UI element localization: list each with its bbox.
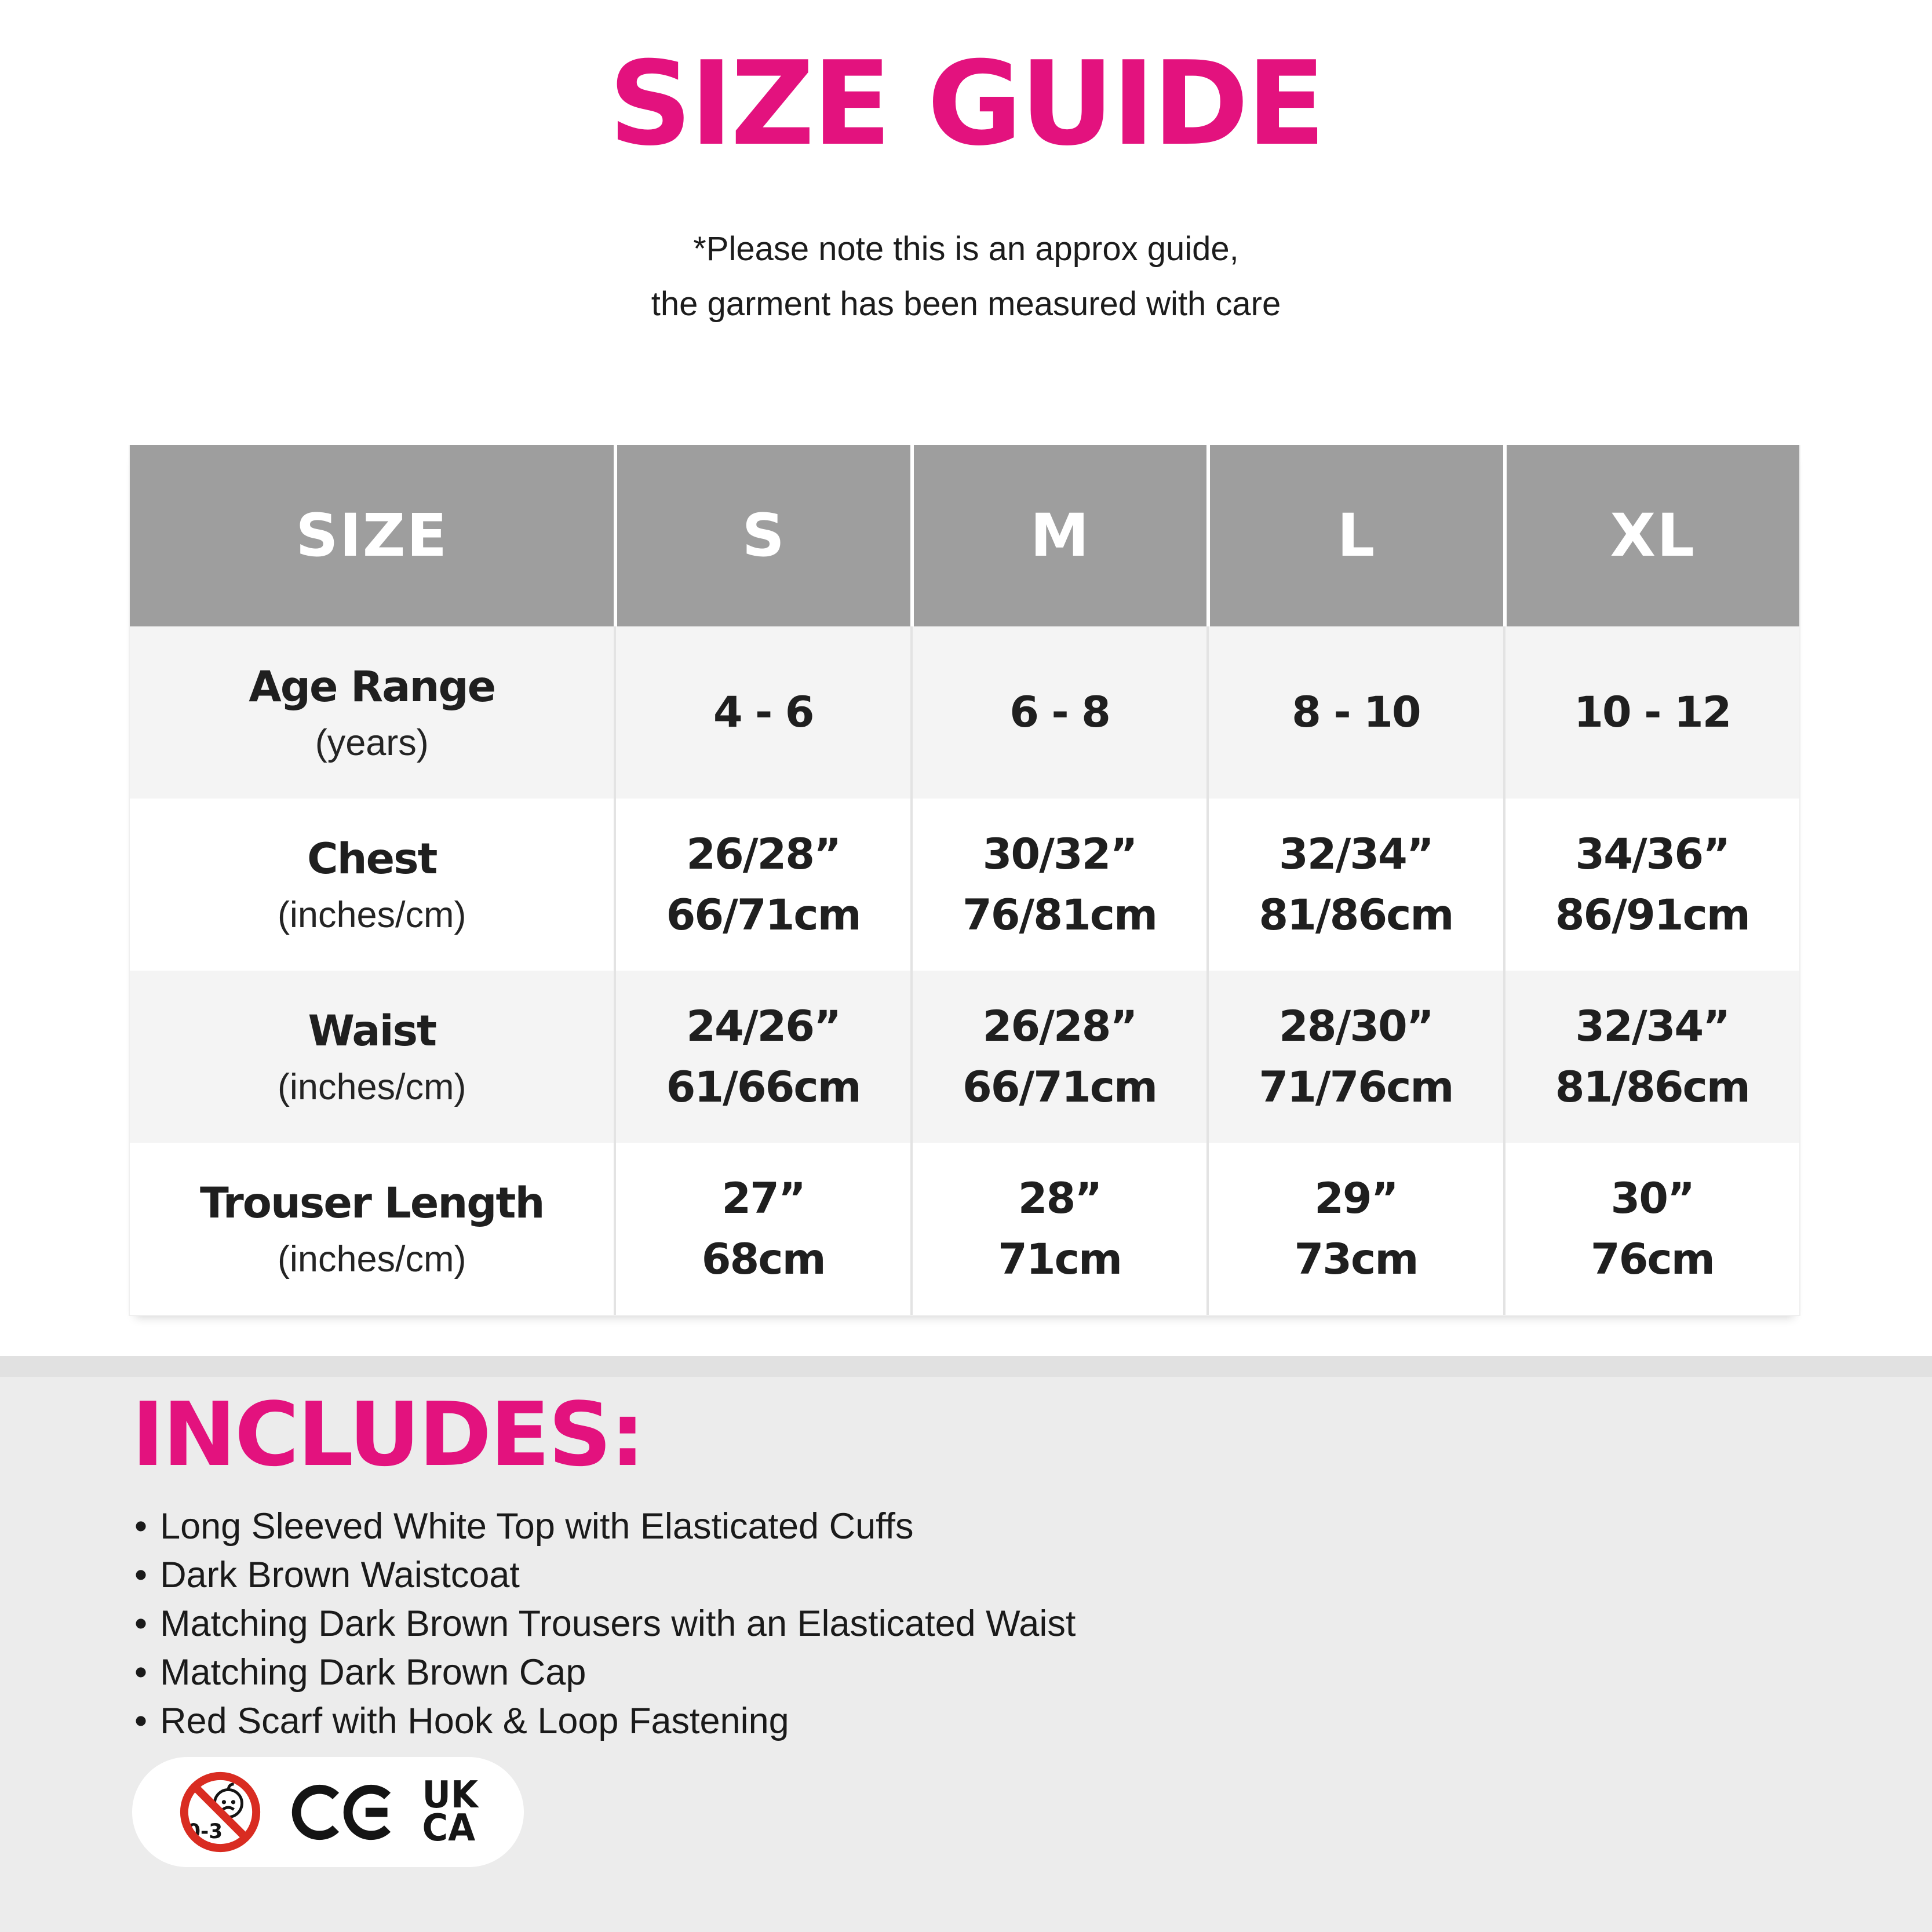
bullet-dot: • bbox=[134, 1701, 148, 1741]
table-row-age-range: Age Range (years) 4 - 6 6 - 8 8 - 10 10 … bbox=[130, 626, 1799, 799]
age-range-xl: 10 - 12 bbox=[1503, 626, 1799, 799]
table-row-waist: Waist (inches/cm) 24/26” 61/66cm 26/28” … bbox=[130, 971, 1799, 1143]
safety-badges-pill: 0-3 UK CA bbox=[132, 1757, 524, 1867]
size-table-header-row: SIZE S M L XL bbox=[130, 445, 1799, 626]
chest-l: 32/34” 81/86cm bbox=[1206, 799, 1503, 971]
waist-l: 28/30” 71/76cm bbox=[1206, 971, 1503, 1143]
bullet-dot: • bbox=[134, 1555, 148, 1595]
list-item: • Red Scarf with Hook & Loop Fastening bbox=[134, 1701, 789, 1741]
trouser-s: 27” 68cm bbox=[614, 1143, 910, 1315]
bullet-dot: • bbox=[134, 1506, 148, 1547]
age-range-l: 8 - 10 bbox=[1206, 626, 1503, 799]
table-row-trouser-length: Trouser Length (inches/cm) 27” 68cm 28” … bbox=[130, 1143, 1799, 1315]
note-line-1: *Please note this is an approx guide, bbox=[693, 230, 1239, 268]
trouser-m: 28” 71cm bbox=[910, 1143, 1206, 1315]
waist-xl: 32/34” 81/86cm bbox=[1503, 971, 1799, 1143]
ce-mark-icon bbox=[292, 1784, 391, 1840]
page-title: SIZE GUIDE bbox=[608, 37, 1325, 172]
header-cell-size: SIZE bbox=[296, 501, 449, 570]
row-unit: (inches/cm) bbox=[277, 1239, 466, 1280]
chest-s: 26/28” 66/71cm bbox=[614, 799, 910, 971]
trouser-xl: 30” 76cm bbox=[1503, 1143, 1799, 1315]
waist-s: 24/26” 61/66cm bbox=[614, 971, 910, 1143]
section-divider bbox=[0, 1356, 1932, 1377]
list-item: • Matching Dark Brown Cap bbox=[134, 1652, 586, 1693]
list-item: • Long Sleeved White Top with Elasticated… bbox=[134, 1506, 914, 1547]
includes-heading: INCLUDES: bbox=[132, 1383, 645, 1486]
list-item: • Matching Dark Brown Trousers with an El… bbox=[134, 1603, 1076, 1644]
header-cell-l: L bbox=[1206, 445, 1503, 626]
row-label: Age Range bbox=[249, 662, 496, 712]
row-unit: (years) bbox=[315, 723, 429, 763]
chest-m: 30/32” 76/81cm bbox=[910, 799, 1206, 971]
age-range-m: 6 - 8 bbox=[910, 626, 1206, 799]
header-cell-xl: XL bbox=[1503, 445, 1799, 626]
ukca-line-uk: UK bbox=[422, 1774, 478, 1817]
ukca-mark-icon: UK CA bbox=[422, 1774, 478, 1850]
not-suitable-0-3-icon: 0-3 bbox=[180, 1771, 260, 1853]
row-label: Chest bbox=[307, 834, 438, 884]
approx-guide-note: *Please note this is an approx guide, th… bbox=[0, 221, 1932, 331]
age-range-s: 4 - 6 bbox=[614, 626, 910, 799]
list-item: • Dark Brown Waistcoat bbox=[134, 1555, 520, 1595]
includes-list: • Long Sleeved White Top with Elasticated… bbox=[134, 1508, 1076, 1751]
size-table: SIZE S M L XL Age Range (years) 4 - 6 6 … bbox=[129, 445, 1800, 1316]
ukca-line-ca: CA bbox=[422, 1807, 476, 1850]
row-unit: (inches/cm) bbox=[277, 895, 466, 935]
header-cell-m: M bbox=[910, 445, 1206, 626]
note-line-2: the garment has been measured with care bbox=[651, 285, 1281, 323]
row-unit: (inches/cm) bbox=[277, 1067, 466, 1107]
bullet-dot: • bbox=[134, 1603, 148, 1644]
waist-m: 26/28” 66/71cm bbox=[910, 971, 1206, 1143]
trouser-l: 29” 73cm bbox=[1206, 1143, 1503, 1315]
chest-xl: 34/36” 86/91cm bbox=[1503, 799, 1799, 971]
row-label-cell: Chest (inches/cm) bbox=[130, 799, 614, 971]
row-label-cell: Trouser Length (inches/cm) bbox=[130, 1143, 614, 1315]
row-label: Trouser Length bbox=[200, 1179, 545, 1228]
table-row-chest: Chest (inches/cm) 26/28” 66/71cm 30/32” … bbox=[130, 799, 1799, 971]
row-label: Waist bbox=[308, 1007, 437, 1056]
header-cell-s: S bbox=[614, 445, 910, 626]
bullet-dot: • bbox=[134, 1652, 148, 1693]
row-label-cell: Age Range (years) bbox=[130, 626, 614, 799]
row-label-cell: Waist (inches/cm) bbox=[130, 971, 614, 1143]
